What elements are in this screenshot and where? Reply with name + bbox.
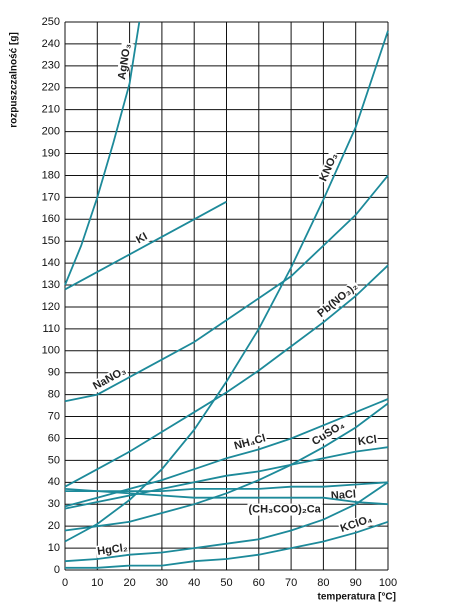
y-tick-label: 160 [42,213,60,225]
curve-label: KI [134,231,149,247]
label-background [115,41,134,82]
x-tick-label: 80 [317,577,329,589]
y-tick-label: 0 [54,564,60,576]
label-background [90,364,130,393]
label-background [356,433,379,449]
y-tick-label: 120 [42,301,60,313]
label-background [95,541,130,558]
label-background [133,230,151,247]
label-background [314,279,361,321]
x-tick-label: 50 [220,577,232,589]
y-tick-label: 210 [42,104,60,116]
curve-label: (CH₃COO)₂Ca [248,504,321,516]
curve [64,30,389,543]
y-tick-label: 80 [48,389,60,401]
label-background [231,432,269,453]
y-tick-label: 150 [42,235,60,247]
x-axis-label: temperatura [°C] [318,592,396,603]
y-tick-label: 40 [48,476,60,488]
label-background [316,150,341,185]
y-tick-label: 180 [42,169,60,181]
y-tick-label: 190 [42,147,60,159]
y-tick-label: 200 [42,126,60,138]
y-tick-label: 230 [42,60,60,72]
y-tick-label: 90 [48,367,60,379]
curve [65,481,389,492]
curve-label: HgCl₂ [97,542,129,558]
x-tick-label: 30 [156,577,168,589]
curve [65,520,389,569]
y-tick-label: 170 [42,191,60,203]
x-tick-label: 0 [62,577,68,589]
curve-label: Pb(NO₃)₂ [315,280,360,320]
label-background [309,418,348,449]
y-tick-label: 240 [42,38,60,50]
curve [64,481,389,563]
label-background [247,503,323,516]
x-tick-label: 90 [350,577,362,589]
curve-label: AgNO₃ [116,43,134,81]
y-tick-label: 250 [42,16,60,28]
y-axis-label: rozpuszczalność [g] [9,32,20,128]
x-tick-label: 20 [123,577,135,589]
y-tick-label: 220 [42,82,60,94]
x-tick-label: 70 [285,577,297,589]
y-tick-label: 20 [48,520,60,532]
y-tick-label: 130 [42,279,60,291]
curve [64,21,141,286]
x-tick-label: 10 [91,577,103,589]
curve [64,200,227,291]
x-tick-label: 60 [253,577,265,589]
y-tick-label: 70 [48,410,60,422]
label-background [337,512,375,536]
y-tick-label: 110 [42,323,60,335]
curve [64,264,389,488]
y-tick-label: 100 [42,345,60,357]
y-tick-label: 60 [48,432,60,444]
curve [64,402,389,532]
x-tick-label: 100 [379,577,397,589]
y-tick-label: 10 [48,542,60,554]
x-tick-label: 40 [188,577,200,589]
y-tick-label: 30 [48,498,60,510]
y-tick-label: 50 [48,454,60,466]
curve [64,446,389,510]
curve-label: NH₄Cl [233,432,267,452]
curve [64,174,389,403]
curve [64,488,389,506]
curve-label: KCl [357,434,377,448]
y-tick-label: 140 [42,257,60,269]
